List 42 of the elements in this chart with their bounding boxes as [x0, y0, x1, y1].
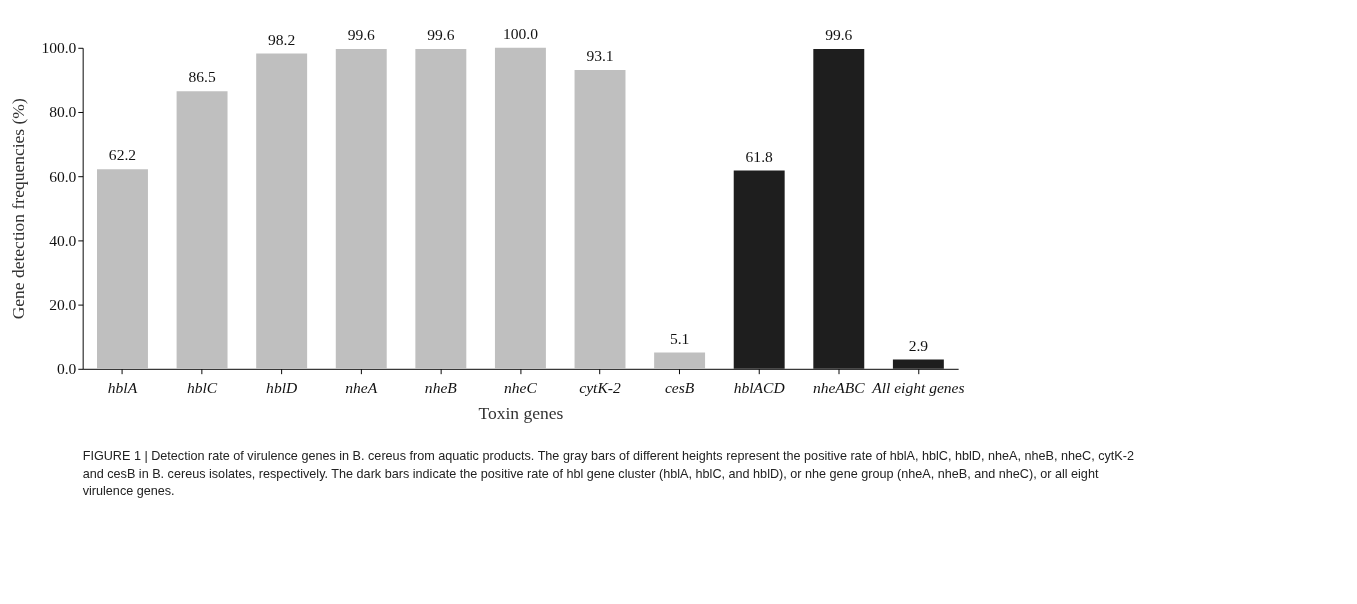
bar [97, 169, 148, 369]
bar [415, 49, 467, 369]
x-axis-title: Toxin genes [478, 402, 564, 423]
x-tick-label: nheA [345, 378, 378, 396]
bar [256, 53, 308, 369]
data-label: 99.6 [347, 26, 376, 44]
data-label: 98.2 [268, 30, 296, 48]
bar [335, 49, 387, 369]
data-label: 5.1 [669, 329, 690, 347]
x-tick-label: All eight genes [871, 378, 965, 396]
x-tick-label: hblD [266, 378, 298, 396]
x-tick-label: hblC [186, 378, 218, 396]
y-tick-label: 40.0 [49, 231, 77, 249]
x-tick-label: hblACD [733, 378, 785, 396]
y-tick-label: 100.0 [41, 39, 77, 57]
bar [176, 91, 228, 369]
x-tick-label: cesB [664, 378, 695, 396]
bar [733, 170, 785, 369]
bar [813, 49, 865, 369]
x-tick-label: nheABC [812, 378, 866, 396]
y-tick-label: 80.0 [49, 103, 77, 121]
data-label: 62.2 [108, 146, 137, 164]
x-tick-label: nheB [424, 378, 458, 396]
caption: FIGURE 1 | Detection rate of virulence genes in B. cereus from aquatic products. The gray bars of different heights represent the positive rate of hblA, hblC, hblD, nheA, nheB, nheC, cytK-2 and cesB in B. cereus isolates, respectively. The dark bars indicate the positive rate of hbl gene cluster (hblA, hblC, and hblD), or nhe gene group (nheA, nheB, and nheC), or all eight virulence genes. [82, 449, 1134, 499]
y-axis-title: Gene detection frequencies (%) [7, 98, 28, 320]
data-label: 2.9 [908, 336, 929, 354]
data-label: 99.6 [825, 26, 853, 44]
bar [654, 352, 706, 369]
x-tick-label: cytK-2 [579, 378, 621, 396]
y-tick-label: 0.0 [56, 360, 77, 378]
y-tick-label: 20.0 [49, 295, 77, 313]
x-tick-label: nheC [504, 378, 538, 396]
data-label: 61.8 [745, 147, 774, 165]
data-label: 86.5 [188, 68, 216, 86]
y-tick-label: 60.0 [49, 167, 77, 185]
data-label: 93.1 [586, 47, 614, 65]
bar [494, 47, 546, 369]
data-label: 99.6 [427, 26, 455, 44]
bar [574, 69, 626, 369]
data-label: 100.0 [502, 25, 539, 43]
bar [892, 359, 944, 369]
x-tick-label: hblA [107, 378, 138, 396]
